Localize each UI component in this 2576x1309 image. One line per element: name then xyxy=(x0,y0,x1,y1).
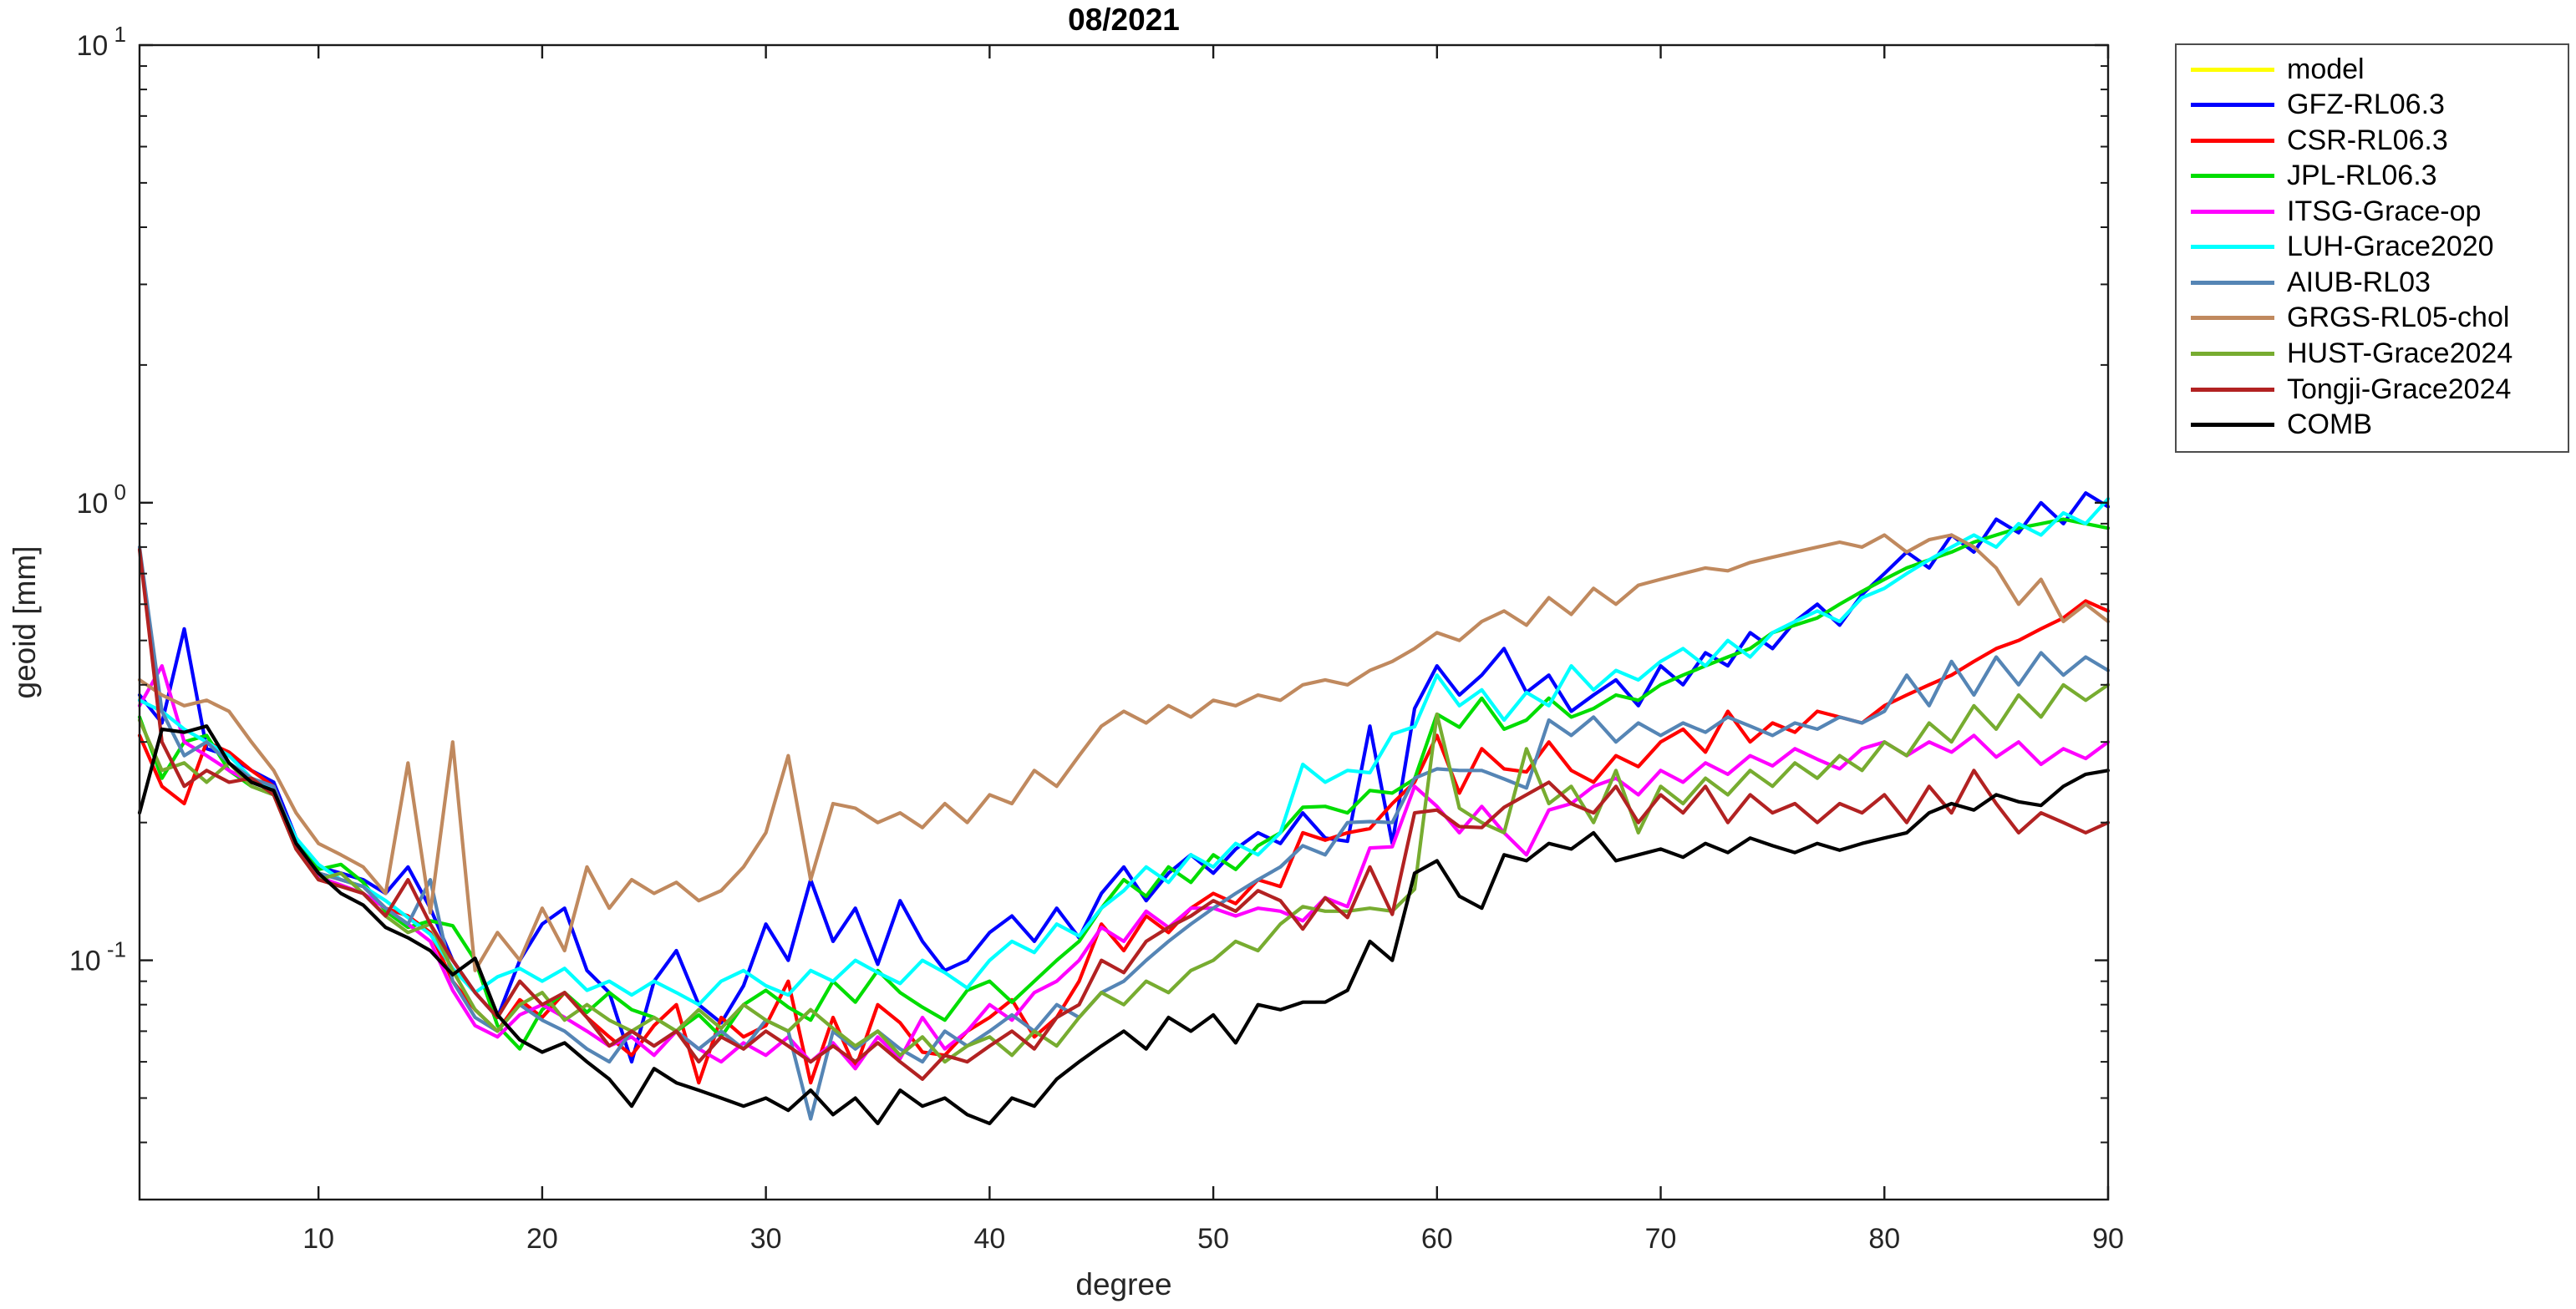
legend-label: model xyxy=(2287,53,2365,85)
legend-item-GFZ-RL06.3: GFZ-RL06.3 xyxy=(2177,89,2568,122)
x-tick-label: 40 xyxy=(973,1223,1005,1255)
legend-swatch xyxy=(2191,352,2274,357)
legend-label: GRGS-RL05-chol xyxy=(2287,302,2510,334)
legend-swatch xyxy=(2191,103,2274,108)
series-line-JPL-RL06.3 xyxy=(137,517,2111,1051)
series-line-GRGS-RL05-chol xyxy=(137,533,2111,972)
y-tick-label: 10 1 xyxy=(76,22,126,62)
chart-generated-content: 10 20 30 40 50 60 70 80 90 10 1 10 0 10 -1 xyxy=(69,22,2124,1255)
legend-box: model GFZ-RL06.3 CSR-RL06.3 JPL-RL06.3 ITSG-… xyxy=(2175,43,2569,453)
legend-item-COMB: COMB xyxy=(2177,408,2568,442)
legend-label: LUH-Grace2020 xyxy=(2287,231,2494,263)
x-tick-label: 70 xyxy=(1645,1223,1677,1255)
legend-label: COMB xyxy=(2287,408,2372,441)
x-axis-label: degree xyxy=(1075,1267,1171,1301)
x-tick-label: 10 xyxy=(302,1223,334,1255)
series-line-Tongji-Grace2024 xyxy=(137,547,2111,1081)
legend-swatch xyxy=(2191,280,2274,285)
x-tick-label: 80 xyxy=(1868,1223,1900,1255)
legend-swatch xyxy=(2191,316,2274,321)
x-tick-label: 20 xyxy=(526,1223,558,1255)
series-line-HUST-Grace2024 xyxy=(137,682,2111,1064)
x-tick-label: 30 xyxy=(750,1223,782,1255)
legend-swatch xyxy=(2191,138,2274,143)
series-line-COMB xyxy=(137,724,2111,1126)
legend-item-LUH-Grace2020: LUH-Grace2020 xyxy=(2177,231,2568,264)
legend-swatch xyxy=(2191,174,2274,179)
legend-label: CSR-RL06.3 xyxy=(2287,124,2448,156)
series-line-GFZ-RL06.3 xyxy=(137,491,2111,1064)
legend-swatch xyxy=(2191,67,2274,72)
legend-item-CSR-RL06.3: CSR-RL06.3 xyxy=(2177,124,2568,157)
legend-swatch xyxy=(2191,245,2274,250)
legend-swatch xyxy=(2191,209,2274,214)
series-line-AIUB-RL03 xyxy=(137,545,2111,1121)
plot-border xyxy=(138,43,2110,1201)
legend-label: AIUB-RL03 xyxy=(2287,266,2431,298)
y-axis-label: geoid [mm] xyxy=(8,545,42,698)
x-tick-label: 50 xyxy=(1197,1223,1229,1255)
legend-label: GFZ-RL06.3 xyxy=(2287,89,2445,121)
legend-label: JPL-RL06.3 xyxy=(2287,160,2437,192)
legend-item-GRGS-RL05-chol: GRGS-RL05-chol xyxy=(2177,302,2568,335)
chart-title: 08/2021 xyxy=(1068,3,1180,37)
series-line-ITSG-Grace-op xyxy=(137,663,2111,1071)
legend-item-JPL-RL06.3: JPL-RL06.3 xyxy=(2177,160,2568,193)
legend-item-Tongji-Grace2024: Tongji-Grace2024 xyxy=(2177,373,2568,406)
legend-label: HUST-Grace2024 xyxy=(2287,337,2513,370)
x-tick-label: 90 xyxy=(2092,1223,2124,1255)
legend-label: Tongji-Grace2024 xyxy=(2287,373,2512,405)
legend-item-AIUB-RL03: AIUB-RL03 xyxy=(2177,266,2568,299)
legend-item-model: model xyxy=(2177,53,2568,86)
legend-label: ITSG-Grace-op xyxy=(2287,195,2482,227)
legend-swatch xyxy=(2191,423,2274,428)
legend-item-ITSG-Grace-op: ITSG-Grace-op xyxy=(2177,195,2568,228)
legend-swatch xyxy=(2191,387,2274,392)
y-tick-label: 10 -1 xyxy=(69,937,126,977)
series-line-CSR-RL06.3 xyxy=(137,599,2111,1085)
legend-item-HUST-Grace2024: HUST-Grace2024 xyxy=(2177,337,2568,371)
x-tick-label: 60 xyxy=(1421,1223,1453,1255)
y-tick-label: 10 0 xyxy=(76,479,126,520)
